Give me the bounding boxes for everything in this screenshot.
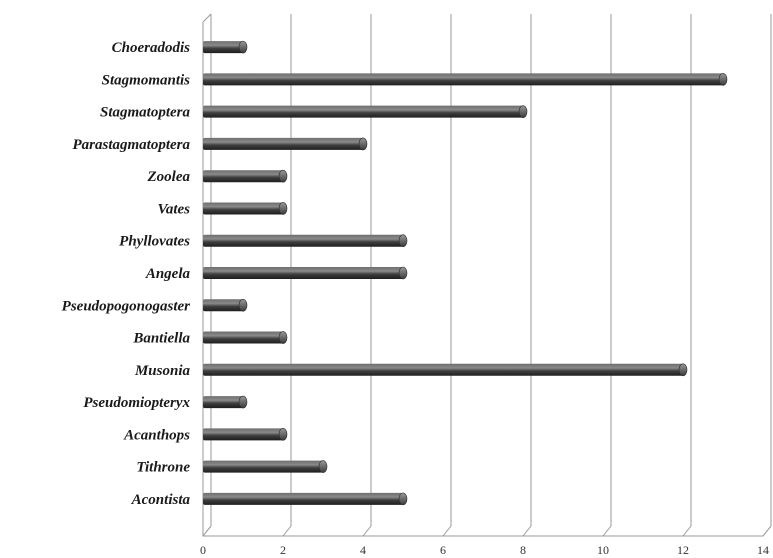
bar-body [203, 267, 403, 279]
floor-tick-4 [362, 525, 372, 537]
bars [203, 40, 728, 506]
category-label: Acanthops [123, 427, 190, 443]
bar-body [203, 170, 283, 183]
x-tick-label: 2 [280, 543, 286, 557]
bar-cap [278, 428, 288, 441]
bar-body [203, 363, 683, 376]
floor-tick-2 [282, 525, 292, 537]
category-label: Stagmatoptera [100, 105, 191, 121]
bar-vates [203, 202, 288, 215]
x-tick-labels: 0 2 4 6 8 10 12 14 [200, 543, 769, 557]
category-label: Bantiella [132, 331, 190, 347]
category-label: Parastagmatoptera [72, 137, 190, 153]
floor-tick-10 [602, 525, 612, 537]
bar-cap [398, 492, 408, 506]
bar-tithrone [203, 460, 328, 473]
bar-body [203, 105, 523, 118]
category-label: Pseudopogonogaster [62, 298, 191, 314]
bar-body [203, 331, 283, 344]
bar-zoolea [203, 169, 288, 183]
bar-cap [238, 298, 248, 312]
bar-cap [318, 460, 328, 473]
category-label: Angela [145, 266, 191, 282]
chart-floor [202, 13, 772, 537]
bar-acanthops [203, 428, 288, 441]
bar-body [203, 137, 363, 150]
x-tick-label: 10 [597, 543, 609, 557]
x-tick-label: 8 [520, 543, 526, 557]
bar-choeradodis [203, 40, 248, 54]
bar-body [203, 428, 283, 441]
bar-body [203, 41, 243, 54]
x-tick-label: 14 [757, 543, 769, 557]
x-tick-label: 0 [200, 543, 206, 557]
bar-pseudomiopteryx [203, 395, 248, 409]
bar-body [203, 492, 403, 505]
bar-cap [238, 40, 248, 54]
floor-tick-8 [522, 525, 532, 537]
category-label: Phyllovates [119, 234, 190, 250]
category-labels: Choeradodis Stagmomantis Stagmatoptera Para… [62, 40, 191, 508]
bar-acontista [203, 492, 408, 506]
bar-body [203, 234, 403, 247]
bar-angela [203, 266, 408, 280]
bar-musonia [203, 363, 688, 377]
bar-body [203, 396, 243, 409]
bar-body [203, 299, 243, 312]
bar-cap [278, 202, 288, 215]
bar-cap [398, 234, 408, 248]
category-label: Tithrone [136, 460, 190, 476]
bar-body [203, 202, 283, 215]
bar-cap [398, 266, 408, 280]
bar-bantiella [203, 331, 288, 344]
bar-cap [278, 169, 288, 183]
category-label: Stagmomantis [102, 72, 191, 88]
category-label: Acontista [131, 492, 191, 508]
bar-cap [678, 363, 688, 377]
axis-frame-corner [202, 525, 212, 537]
bar-cap [238, 395, 248, 409]
category-label: Musonia [134, 363, 191, 379]
bar-phyllovates [203, 234, 408, 248]
axis-frame-top [202, 13, 212, 23]
bar-cap [278, 331, 288, 344]
category-label: Pseudomiopteryx [83, 395, 190, 411]
bar-stagmomantis [203, 73, 728, 86]
category-label: Zoolea [147, 169, 191, 185]
bar-cap [518, 105, 528, 118]
category-label: Choeradodis [112, 40, 191, 56]
bar-body [203, 73, 723, 86]
bar-pseudopogonogaster [203, 298, 248, 312]
floor-tick-6 [442, 525, 452, 537]
category-label: Vates [157, 201, 190, 217]
bar-stagmatoptera [203, 105, 528, 118]
bar-cap [358, 137, 368, 151]
bar-parastagmatoptera [203, 137, 368, 151]
x-tick-label: 4 [360, 543, 366, 557]
x-tick-label: 12 [677, 543, 689, 557]
floor-tick-12 [682, 525, 692, 537]
x-tick-label: 6 [440, 543, 446, 557]
axis-frame [202, 22, 772, 537]
bar-cap [718, 73, 728, 86]
bar-body [203, 460, 323, 473]
